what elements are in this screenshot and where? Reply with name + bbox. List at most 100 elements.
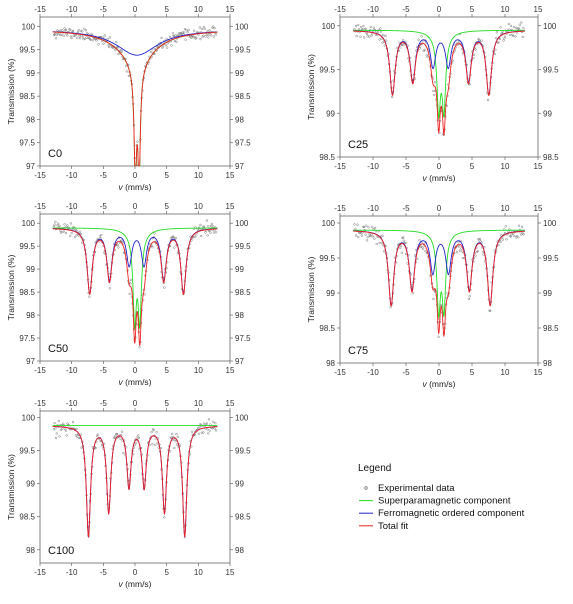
experimental-point: [424, 250, 427, 253]
experimental-point: [71, 420, 75, 424]
experimental-point: [458, 249, 462, 252]
experimental-point: [378, 38, 381, 41]
experimental-point: [212, 420, 215, 424]
experimental-point: [520, 233, 523, 236]
y-tick-label: 99: [26, 265, 35, 274]
experimental-point: [360, 25, 363, 29]
experimental-point: [137, 436, 141, 440]
experimental-point: [97, 43, 100, 46]
experimental-point: [117, 52, 120, 56]
experimental-point: [64, 231, 68, 235]
experimental-point: [204, 231, 207, 234]
experimental-point: [207, 418, 211, 421]
total-fit-curve: [52, 31, 218, 166]
experimental-point: [514, 26, 518, 29]
experimental-point: [74, 434, 78, 437]
experimental-point: [168, 35, 172, 39]
x-tick-label: 0: [437, 368, 442, 377]
x-tick-label: 0: [133, 171, 138, 180]
x-tick-label-top: 10: [194, 202, 203, 211]
experimental-point: [404, 241, 407, 244]
experimental-point: [156, 442, 159, 445]
experimental-point: [474, 48, 477, 51]
experimental-point: [353, 223, 356, 226]
experimental-point: [212, 25, 215, 28]
x-tick-label: 15: [534, 162, 543, 171]
x-tick-label-top: 10: [194, 5, 203, 14]
y-tick-label: 99.5: [19, 242, 35, 251]
y-axis-label: Transmission (%): [6, 454, 16, 520]
x-tick-label-top: -15: [34, 5, 46, 14]
experimental-point: [205, 422, 209, 425]
experimental-point: [120, 50, 124, 53]
total-fit-curve: [353, 230, 525, 338]
x-tick-label-top: -5: [100, 399, 108, 408]
experimental-point: [499, 240, 502, 243]
experimental-point: [494, 48, 497, 51]
experimental-point: [54, 220, 57, 223]
experimental-point: [83, 27, 86, 30]
experimental-point: [510, 232, 513, 236]
legend-label-ferromagnetic: Ferromagnetic ordered component: [378, 508, 525, 519]
x-tick-label-top: 10: [194, 399, 203, 408]
experimental-point: [418, 239, 421, 242]
x-tick-label-top: 0: [437, 204, 442, 213]
x-tick-label: -10: [66, 366, 78, 375]
experimental-point: [151, 246, 154, 249]
plot-frame: [339, 215, 539, 364]
experimental-point: [389, 306, 392, 309]
experimental-point: [354, 25, 358, 28]
experimental-point: [206, 234, 209, 237]
experimental-point: [208, 429, 211, 432]
experimental-point: [135, 436, 138, 439]
x-tick-label: 10: [501, 162, 510, 171]
panel-label: C50: [48, 343, 68, 355]
panel-C0: -15-15-10-10-5-50055101015159797.59898.5…: [6, 5, 251, 192]
experimental-point: [71, 29, 75, 33]
experimental-point: [170, 436, 173, 439]
experimental-point: [163, 286, 166, 289]
experimental-point: [495, 31, 499, 34]
experimental-point: [78, 35, 81, 38]
experimental-point: [80, 446, 83, 449]
experimental-point: [58, 224, 61, 228]
experimental-point: [207, 33, 211, 36]
y-tick-label: 98.5: [319, 153, 335, 162]
x-tick-label: 10: [194, 568, 203, 577]
y-tick-label-right: 99.5: [235, 447, 251, 456]
panel-C75: -15-15-10-10-5-50055101015159898.59999.5…: [306, 204, 559, 389]
experimental-point: [509, 33, 512, 37]
experimental-point: [78, 37, 82, 40]
experimental-point: [108, 287, 112, 290]
experimental-point: [402, 239, 406, 242]
experimental-point: [517, 236, 520, 239]
legend-label-superparamagnetic: Superparamagnetic component: [378, 496, 511, 507]
experimental-point: [54, 427, 57, 430]
experimental-point: [122, 451, 125, 455]
experimental-point: [468, 83, 471, 86]
experimental-point: [367, 226, 370, 229]
y-tick-label-right: 99.5: [543, 66, 559, 75]
x-tick-label: -15: [34, 568, 46, 577]
experimental-point: [134, 442, 138, 445]
experimental-point: [203, 27, 206, 31]
x-tick-label-top: 0: [133, 399, 138, 408]
experimental-point: [155, 431, 158, 434]
experimental-point: [181, 31, 184, 34]
experimental-point: [163, 516, 166, 519]
legend-title: Legend: [358, 463, 391, 474]
experimental-point: [125, 64, 128, 67]
experimental-point: [509, 24, 513, 28]
experimental-point: [517, 27, 521, 30]
experimental-point: [77, 29, 80, 32]
y-tick-label-right: 100: [235, 219, 249, 228]
experimental-point: [206, 29, 209, 33]
panel-C50: -15-15-10-10-5-50055101015159797.59898.5…: [6, 202, 251, 387]
experimental-point: [129, 278, 133, 282]
x-tick-label: 5: [470, 162, 475, 171]
experimental-point: [364, 233, 367, 236]
experimental-point: [197, 432, 201, 435]
experimental-point: [171, 432, 174, 436]
x-tick-label: -5: [402, 368, 410, 377]
panel-label: C0: [48, 148, 62, 160]
